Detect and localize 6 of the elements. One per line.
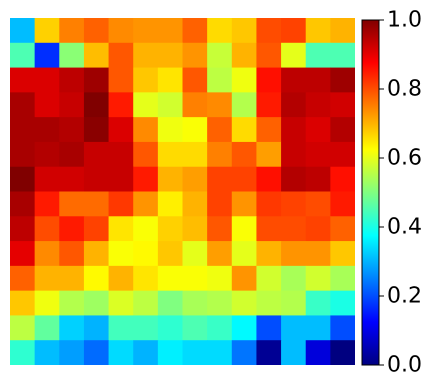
color-bar-label: 0.2 [387,284,422,308]
color-bar-label: 1.0 [387,8,422,32]
color-bar-label: 0.8 [387,76,422,102]
color-bar-label: 0.0 [387,352,422,378]
color-bar-label: 0.6 [387,146,422,170]
color-bar-label: 0.4 [387,214,422,240]
